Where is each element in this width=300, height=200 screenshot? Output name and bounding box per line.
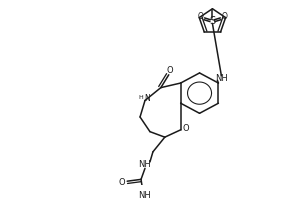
Text: S: S [209,16,215,26]
Text: O: O [221,12,227,21]
Text: NH: NH [138,191,150,200]
Text: N: N [144,94,150,103]
Text: NH: NH [139,160,152,169]
Text: H: H [139,95,143,100]
Text: O: O [167,66,173,75]
Text: O: O [182,124,189,133]
Text: NH: NH [215,74,228,83]
Text: O: O [198,12,203,21]
Text: O: O [119,178,125,187]
